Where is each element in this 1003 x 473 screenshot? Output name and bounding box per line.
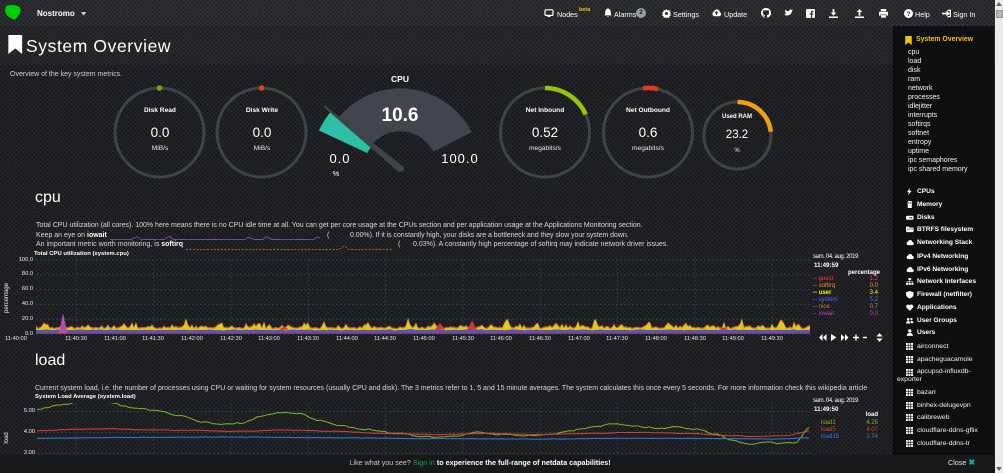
svg-text:?: ? bbox=[907, 10, 911, 17]
